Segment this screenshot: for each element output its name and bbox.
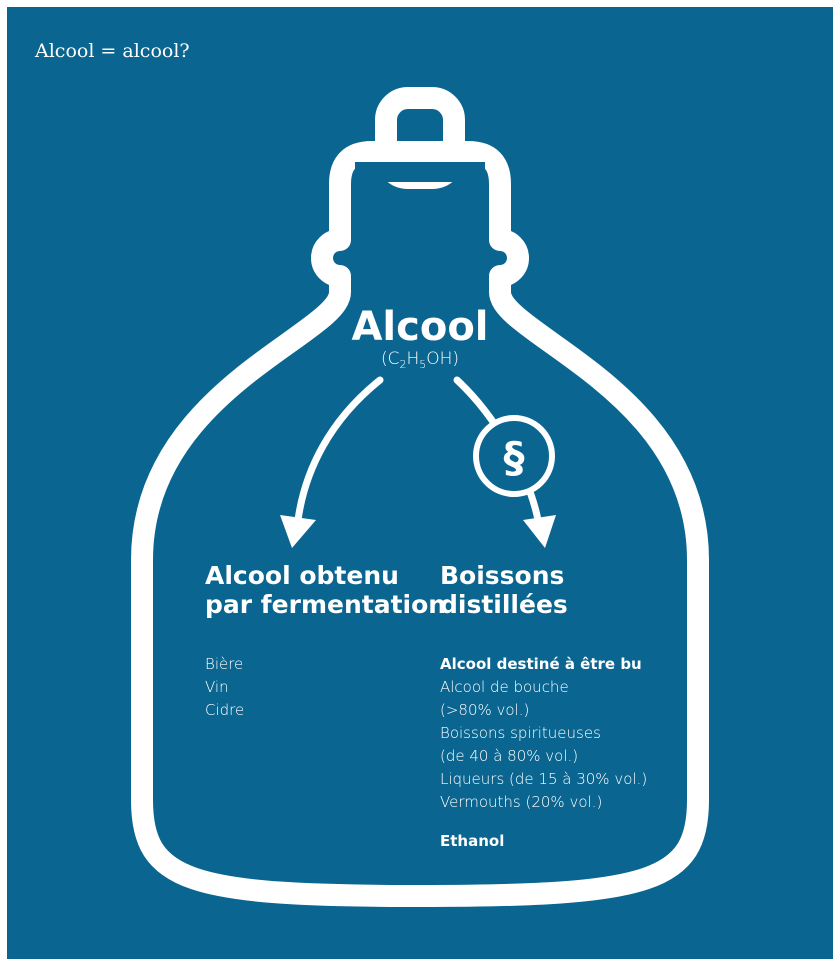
right-item: (de 40 à 80% vol.) [440, 747, 578, 765]
left-heading: par fermentation [205, 590, 446, 619]
formula-part: OH) [426, 349, 459, 369]
left-item: Vin [205, 678, 229, 696]
arrowhead-left [280, 515, 316, 548]
formula-sub: 2 [399, 358, 406, 371]
bottle-body [131, 141, 709, 907]
right-item: Liqueurs (de 15 à 30% vol.) [440, 770, 647, 788]
law-circle [473, 415, 555, 497]
center-label: Alcool [351, 304, 488, 350]
right-item: Alcool de bouche [440, 678, 569, 696]
law-symbol: § [504, 433, 525, 482]
neck-fill [355, 162, 485, 182]
left-item: Bière [205, 655, 243, 673]
right-heading: distillées [440, 590, 568, 619]
right-heading: Boissons [440, 561, 564, 590]
left-heading: Alcool obtenu [205, 561, 399, 590]
formula-part: H [406, 349, 419, 369]
formula-part: (C [381, 349, 400, 369]
right-item: (>80% vol.) [440, 701, 529, 719]
right-subheading: Alcool destiné à être bu [440, 655, 642, 673]
arrow-left [294, 376, 384, 524]
formula: (C2H5OH) [381, 349, 459, 371]
right-item: Boissons spiritueuses [440, 724, 601, 742]
right-item: Vermouths (20% vol.) [440, 793, 602, 811]
right-footer: Ethanol [440, 832, 504, 850]
arrowhead-right [523, 515, 556, 548]
formula-sub: 5 [419, 358, 426, 371]
left-item: Cidre [205, 701, 244, 719]
title: Alcool = alcool? [34, 40, 190, 62]
